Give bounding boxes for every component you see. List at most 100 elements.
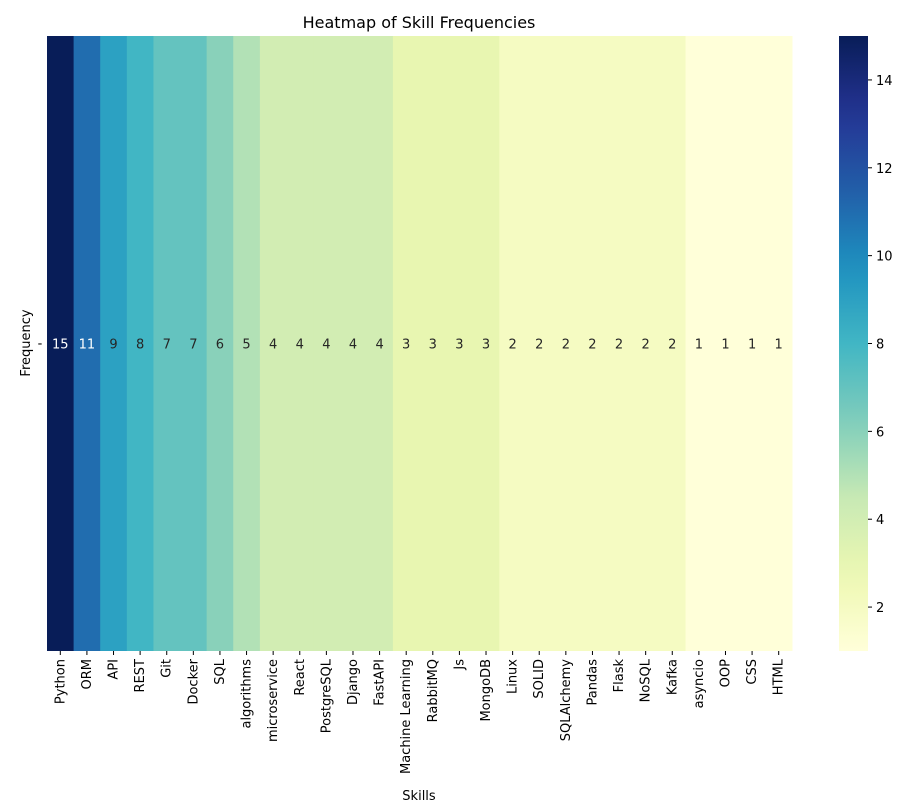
cell-value-label: 2 — [562, 338, 570, 353]
heatmap-cell — [499, 36, 527, 651]
heatmap-cell — [259, 36, 287, 651]
heatmap-cell — [286, 36, 314, 651]
x-tick-label: algorithms — [240, 659, 255, 729]
cell-value-label: 3 — [429, 338, 437, 353]
x-tick-label: Kafka — [665, 659, 680, 695]
heatmap-cell — [339, 36, 367, 651]
x-tick-label: PostgreSQL — [319, 658, 334, 733]
x-tick-label: FastAPI — [373, 659, 388, 706]
x-axis-ticks: Python ORM API REST Git Docker SQL algorithms mi… — [53, 651, 787, 774]
colorbar-tick-label: 8 — [876, 338, 884, 353]
cell-value-label: 4 — [375, 338, 383, 353]
x-tick-label: HTML — [772, 658, 787, 695]
cell-value-label: 1 — [748, 338, 756, 353]
x-axis-label: Skills — [402, 789, 436, 804]
x-tick-label: RabbitMQ — [426, 659, 441, 722]
heatmap-cell — [658, 36, 687, 651]
x-tick-label: ORM — [80, 659, 95, 689]
x-tick-label: NoSQL — [639, 658, 654, 702]
cell-value-label: 4 — [269, 338, 277, 353]
x-tick-label: Pandas — [585, 659, 600, 706]
y-tick-label: - — [38, 337, 43, 352]
cell-value-label: 2 — [588, 338, 596, 353]
colorbar — [839, 36, 868, 651]
x-tick-label: Js — [452, 659, 467, 671]
chart-title: Heatmap of Skill Frequencies — [303, 13, 536, 32]
heatmap-cell — [366, 36, 394, 651]
cell-value-label: 7 — [189, 338, 197, 353]
x-tick-label: Django — [346, 659, 361, 705]
heatmap-cell — [313, 36, 341, 651]
colorbar-tick-label: 12 — [876, 162, 893, 177]
cell-value-label: 3 — [402, 338, 410, 353]
cell-value-label: 2 — [615, 338, 623, 353]
heatmap-cell — [419, 36, 447, 651]
heatmap-cell — [206, 36, 234, 651]
x-tick-label: Linux — [506, 659, 521, 694]
x-tick-label: Docker — [186, 658, 201, 704]
heatmap-cell — [126, 36, 154, 651]
colorbar-tick-label: 4 — [876, 513, 884, 528]
colorbar-tick-label: 14 — [876, 74, 893, 89]
heatmap-cell — [712, 36, 740, 651]
heatmap-cell — [392, 36, 420, 651]
x-tick-label: CSS — [745, 659, 760, 685]
x-tick-label: Machine Learning — [399, 659, 414, 774]
heatmap-cell — [180, 36, 208, 651]
x-tick-label: Git — [160, 659, 175, 678]
cell-value-label: 8 — [136, 338, 144, 353]
cell-value-label: 2 — [535, 338, 543, 353]
x-tick-label: asyncio — [692, 659, 707, 708]
x-tick-label: MongoDB — [479, 659, 494, 722]
heatmap-cell — [605, 36, 633, 651]
x-tick-label: React — [293, 659, 308, 696]
heatmap-cell — [153, 36, 181, 651]
cell-value-label: 7 — [163, 338, 171, 353]
cell-value-label: 2 — [508, 338, 516, 353]
y-axis-label: Frequency — [19, 309, 34, 376]
x-tick-label: SOLID — [532, 659, 547, 699]
heatmap-cell — [73, 36, 101, 651]
heatmap-cell — [47, 36, 75, 651]
cell-value-label: 4 — [296, 338, 304, 353]
heatmap-cell — [552, 36, 580, 651]
x-tick-label: Flask — [612, 659, 627, 693]
x-tick-label: SQL — [213, 658, 228, 684]
heatmap-cell — [525, 36, 554, 651]
colorbar-tick-label: 10 — [876, 250, 893, 265]
heatmap-cell — [765, 36, 793, 651]
cell-value-label: 3 — [455, 338, 463, 353]
heatmap-cell — [685, 36, 713, 651]
heatmap-cell — [579, 36, 607, 651]
colorbar-tick-label: 6 — [876, 425, 884, 440]
colorbar-tick-label: 2 — [876, 601, 884, 616]
cell-value-label: 4 — [322, 338, 330, 353]
heatmap-cells — [47, 36, 793, 651]
heatmap-cell — [738, 36, 766, 651]
cell-value-label: 1 — [695, 338, 703, 353]
heatmap-cell — [472, 36, 500, 651]
heatmap-cell — [632, 36, 660, 651]
cell-value-label: 11 — [79, 338, 96, 353]
cell-value-label: 6 — [216, 338, 224, 353]
x-tick-label: REST — [133, 659, 148, 692]
cell-value-label: 15 — [52, 338, 69, 353]
heatmap-cell — [446, 36, 474, 651]
cell-value-label: 5 — [242, 338, 250, 353]
x-tick-label: microservice — [266, 659, 281, 742]
cell-value-label: 4 — [349, 338, 357, 353]
cell-value-label: 9 — [109, 338, 117, 353]
colorbar-ticks: 2 4 6 8 10 12 14 — [868, 74, 893, 616]
cell-value-label: 2 — [668, 338, 676, 353]
cell-value-label: 1 — [721, 338, 729, 353]
cell-value-label: 2 — [642, 338, 650, 353]
x-tick-label: Python — [53, 659, 68, 704]
x-tick-label: OOP — [718, 659, 733, 687]
heatmap-cell — [233, 36, 261, 651]
cell-annotations: 15 11 9 8 7 7 6 5 4 4 4 4 4 3 3 3 3 2 2 2 2 2 2 2 1 1 1 1 — [52, 338, 783, 353]
cell-value-label: 3 — [482, 338, 490, 353]
x-tick-label: SQLAlchemy — [559, 659, 574, 742]
y-axis-ticks: - — [38, 337, 43, 352]
